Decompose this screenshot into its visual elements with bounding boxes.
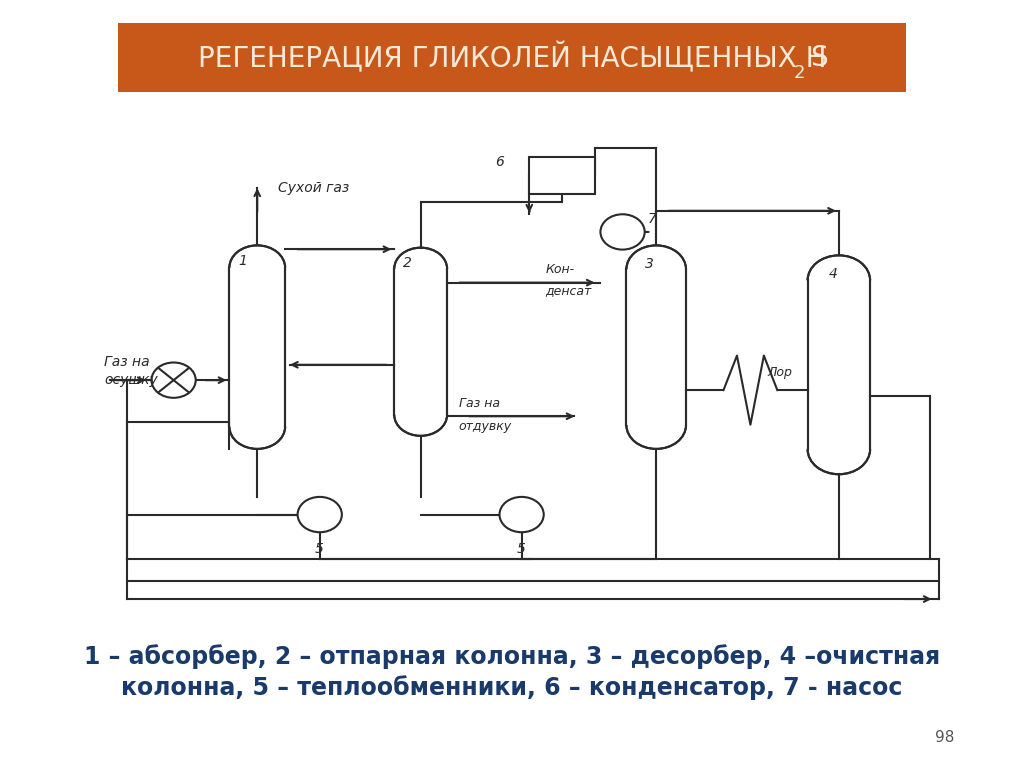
Circle shape: [152, 362, 196, 398]
Polygon shape: [394, 415, 447, 435]
Text: 7: 7: [647, 212, 656, 226]
Text: S: S: [810, 44, 827, 71]
Text: Сухой газ: Сухой газ: [279, 181, 349, 195]
Text: 3: 3: [645, 257, 653, 271]
Text: 2: 2: [794, 64, 805, 81]
Text: 1 – абсорбер, 2 – отпарная колонна, 3 – десорбер, 4 –очистная: 1 – абсорбер, 2 – отпарная колонна, 3 – …: [84, 644, 940, 669]
Polygon shape: [229, 427, 285, 449]
Bar: [808, 280, 870, 449]
Text: 5: 5: [517, 542, 525, 556]
FancyBboxPatch shape: [118, 23, 906, 92]
Polygon shape: [229, 246, 285, 267]
Text: Лор: Лор: [768, 366, 793, 379]
Text: Газ на: Газ на: [459, 397, 500, 410]
Text: колонна, 5 – теплообменники, 6 – конденсатор, 7 - насос: колонна, 5 – теплообменники, 6 – конденс…: [121, 675, 903, 700]
Text: РЕГЕНЕРАЦИЯ ГЛИКОЛЕЙ НАСЫЩЕННЫХ Н: РЕГЕНЕРАЦИЯ ГЛИКОЛЕЙ НАСЫЩЕННЫХ Н: [198, 42, 826, 73]
Bar: [229, 268, 285, 427]
Circle shape: [500, 497, 544, 532]
Text: Кон-: Кон-: [546, 263, 574, 276]
Text: 5: 5: [315, 542, 324, 556]
Text: 6: 6: [495, 155, 504, 169]
Polygon shape: [627, 425, 686, 449]
Polygon shape: [808, 256, 870, 280]
Polygon shape: [627, 246, 686, 270]
Bar: [529, 157, 595, 194]
Text: Газ на: Газ на: [104, 356, 150, 369]
Bar: [627, 270, 686, 425]
Polygon shape: [394, 248, 447, 269]
Text: осушку: осушку: [104, 373, 158, 387]
Text: 1: 1: [238, 253, 247, 267]
Circle shape: [298, 497, 342, 532]
Polygon shape: [808, 449, 870, 474]
Text: 4: 4: [829, 267, 838, 281]
Circle shape: [600, 214, 645, 250]
Text: денсат: денсат: [546, 284, 592, 297]
Bar: [394, 269, 447, 415]
Text: отдувку: отдувку: [459, 420, 512, 433]
Text: 98: 98: [935, 730, 954, 745]
Text: 2: 2: [403, 256, 413, 270]
